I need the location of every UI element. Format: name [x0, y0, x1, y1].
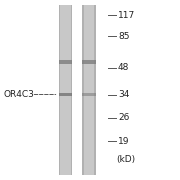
Text: 117: 117: [118, 11, 135, 20]
Text: 19: 19: [118, 137, 129, 146]
Bar: [82, 5, 96, 175]
Bar: [82, 60, 96, 64]
Bar: [59, 5, 60, 175]
Text: 34: 34: [118, 90, 129, 99]
Bar: [71, 5, 72, 175]
Bar: [59, 60, 72, 64]
Bar: [94, 5, 96, 175]
Bar: [59, 5, 72, 175]
Bar: [82, 93, 96, 96]
Text: 26: 26: [118, 113, 129, 122]
Bar: [59, 93, 72, 96]
Text: (kD): (kD): [117, 155, 136, 164]
Text: 48: 48: [118, 63, 129, 72]
Text: OR4C3: OR4C3: [4, 90, 35, 99]
Bar: [82, 5, 84, 175]
Text: 85: 85: [118, 31, 129, 40]
